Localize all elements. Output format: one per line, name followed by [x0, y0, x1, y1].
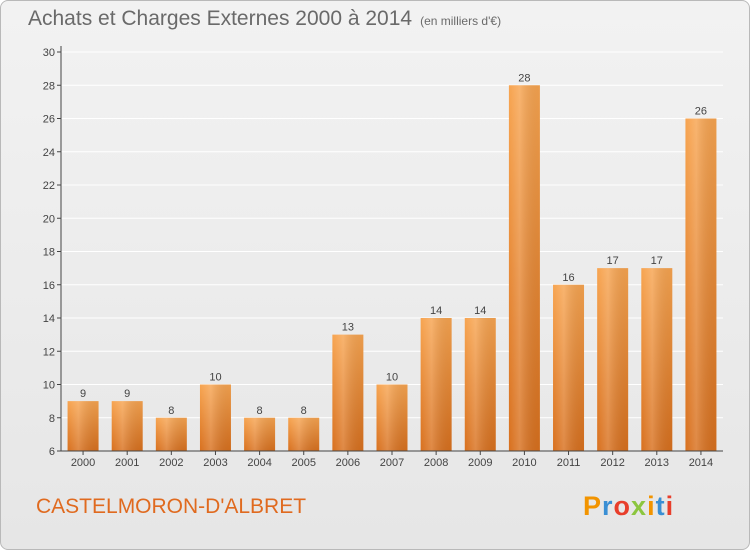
value-label: 10: [386, 372, 398, 384]
value-label: 8: [257, 405, 263, 417]
x-tick-label: 2006: [336, 457, 360, 469]
value-label: 8: [301, 405, 307, 417]
bar-shine: [685, 118, 717, 451]
x-tick-label: 2010: [512, 457, 536, 469]
y-tick-label: 14: [43, 313, 55, 325]
y-tick-label: 12: [43, 346, 55, 358]
axes: 6 8 10 12 14 16 18 20 22 24 26 28 30 2000 2001 2002 2003…: [43, 46, 723, 469]
x-tick-label: 2007: [380, 457, 404, 469]
bar-shine: [597, 268, 629, 451]
value-label: 28: [518, 72, 530, 84]
value-label: 9: [80, 388, 86, 400]
x-tick-label: 2005: [291, 457, 315, 469]
value-label: 9: [124, 388, 130, 400]
bar-shine: [111, 401, 143, 451]
logo-letter: t: [655, 491, 666, 521]
y-tick-label: 10: [43, 380, 55, 392]
bar-shine: [199, 384, 231, 451]
y-tick-label: 24: [43, 147, 55, 159]
logo-letter: i: [665, 491, 675, 521]
bar-shine: [155, 417, 187, 451]
value-label: 8: [168, 405, 174, 417]
x-tick-label: 2003: [203, 457, 227, 469]
logo-letter: o: [613, 491, 632, 521]
bars: [67, 85, 717, 451]
value-label: 14: [474, 305, 486, 317]
bar-shine: [332, 334, 364, 451]
bar-shine: [508, 85, 540, 451]
x-tick-label: 2012: [600, 457, 624, 469]
proxiti-logo: Proxiti: [583, 491, 674, 522]
bar-shine: [244, 417, 276, 451]
logo-letter: r: [602, 491, 614, 521]
value-label: 13: [342, 322, 354, 334]
value-label: 17: [651, 255, 663, 267]
value-label: 17: [607, 255, 619, 267]
x-tick-label: 2014: [689, 457, 713, 469]
x-tick-label: 2001: [115, 457, 139, 469]
value-labels: 9 9 8 10 8 8 13 10 14 14 28 16 17 17 26: [80, 72, 707, 417]
bar-shine: [641, 268, 673, 451]
y-tick-label: 28: [43, 80, 55, 92]
value-label: 14: [430, 305, 442, 317]
bar-shine: [288, 417, 320, 451]
bar-shine: [420, 318, 452, 451]
y-tick-label: 16: [43, 280, 55, 292]
value-label: 26: [695, 106, 707, 118]
x-tick-label: 2008: [424, 457, 448, 469]
x-tick-label: 2002: [159, 457, 183, 469]
x-tick-label: 2011: [557, 457, 581, 469]
bar-shine: [67, 401, 99, 451]
bar-shine: [464, 318, 496, 451]
y-tick-label: 30: [43, 47, 55, 59]
y-tick-label: 22: [43, 180, 55, 192]
value-label: 10: [209, 372, 221, 384]
x-tick-label: 2013: [645, 457, 669, 469]
x-tick-label: 2009: [468, 457, 492, 469]
y-tick-label: 6: [49, 446, 55, 458]
logo-letter: i: [647, 491, 656, 521]
y-tick-label: 26: [43, 114, 55, 126]
y-tick-label: 8: [49, 413, 55, 425]
chart-subtitle: (en milliers d'€): [420, 14, 502, 28]
x-tick-label: 2000: [71, 457, 95, 469]
commune-name: CASTELMORON-D'ALBRET: [36, 495, 307, 518]
logo-letter: P: [583, 491, 603, 521]
y-tick-label: 20: [43, 213, 55, 225]
chart-title: Achats et Charges Externes 2000 à 2014 (e…: [28, 7, 501, 31]
logo-letter: x: [631, 491, 648, 521]
x-tick-label: 2004: [247, 457, 271, 469]
value-label: 16: [562, 272, 574, 284]
bar-shine: [553, 284, 585, 451]
title-text: Achats et Charges Externes 2000 à 2014: [28, 7, 413, 30]
bar-shine: [376, 384, 408, 451]
y-tick-label: 18: [43, 247, 55, 259]
